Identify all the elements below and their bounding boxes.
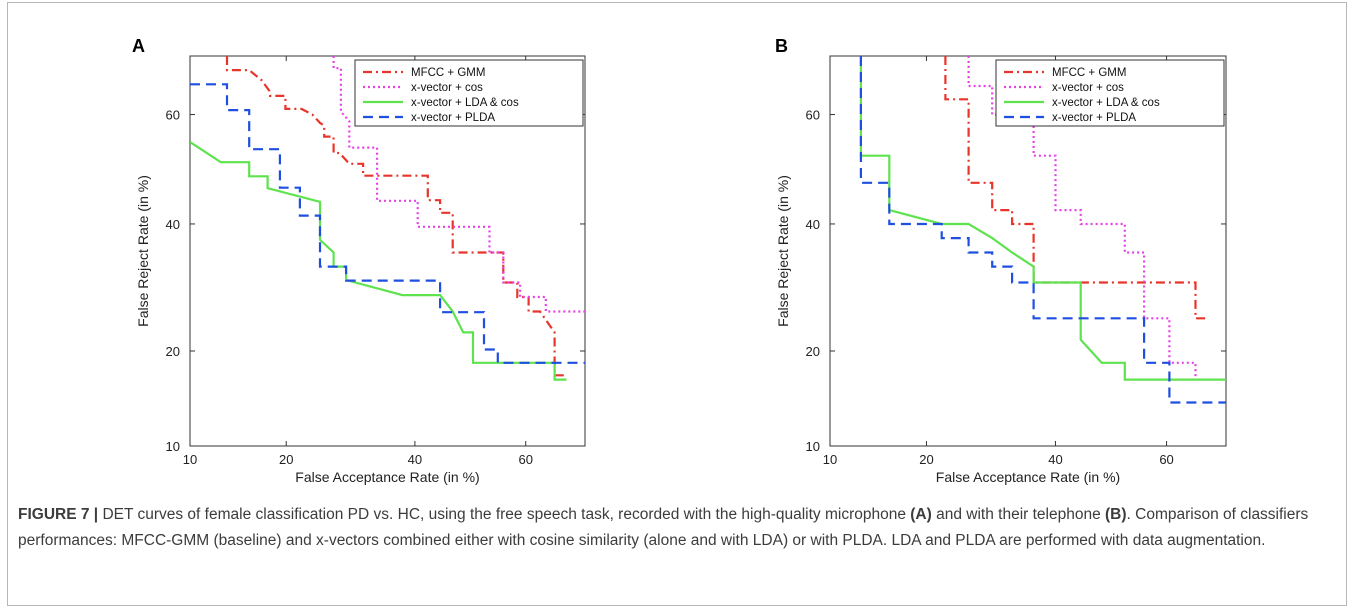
caption-label: FIGURE 7 | — [18, 506, 99, 523]
y-tick-label: 20 — [806, 344, 820, 359]
x-tick-label: 20 — [279, 452, 293, 467]
x-tick-label: 20 — [919, 452, 933, 467]
panel-a: A 10 20 40 60 10 20 40 60 False Acceptance Rate (… — [132, 36, 586, 485]
caption-segment: (B) — [1105, 506, 1127, 523]
y-tick-label: 20 — [166, 344, 180, 359]
x-tick-label: 40 — [1048, 452, 1062, 467]
caption-segment: DET curves of female classification PD v… — [98, 506, 911, 523]
x-axis-label: False Acceptance Rate (in %) — [295, 469, 479, 485]
series-line-2 — [859, 56, 1226, 381]
y-tick-label: 60 — [166, 108, 180, 123]
caption-segment: and with their telephone — [931, 506, 1105, 523]
series-line-0 — [944, 56, 1208, 320]
y-tick-label: 10 — [166, 439, 180, 454]
panel-letter: A — [132, 36, 145, 56]
x-tick-label: 60 — [1159, 452, 1173, 467]
x-tick-label: 60 — [518, 452, 532, 467]
panel-b: B 10 20 40 60 10 20 40 60 False Acceptance Rate (… — [775, 36, 1227, 485]
legend-entry: x-vector + cos — [1052, 82, 1124, 94]
legend-box — [354, 59, 584, 127]
x-tick-label: 40 — [408, 452, 422, 467]
figure-panels: A 10 20 40 60 10 20 40 60 False Acceptance Rate (… — [132, 36, 1227, 485]
legend: MFCC + GMM x-vector + cos x-vector + LDA &… — [354, 59, 584, 127]
legend-entry: x-vector + PLDA — [411, 112, 495, 124]
y-axis-label: False Reject Rate (in %) — [775, 175, 791, 327]
legend-entry: x-vector + cos — [411, 82, 483, 94]
x-axis-label: False Acceptance Rate (in %) — [936, 469, 1120, 485]
series-line-3 — [859, 56, 1226, 404]
caption-segment: . Comparison of classifiers performances… — [18, 506, 1309, 549]
legend-entry: x-vector + LDA & cos — [1052, 97, 1160, 109]
legend-box — [995, 59, 1225, 127]
series-line-0 — [225, 56, 567, 377]
y-tick-label: 60 — [806, 108, 820, 123]
panel-letter: B — [775, 36, 788, 56]
series-line-1 — [967, 56, 1197, 380]
y-tick-label: 40 — [806, 217, 820, 232]
legend-entry: x-vector + PLDA — [1052, 112, 1136, 124]
legend: MFCC + GMM x-vector + cos x-vector + LDA &… — [995, 59, 1225, 127]
caption-segment: (A) — [910, 506, 932, 523]
legend-entry: x-vector + LDA & cos — [411, 97, 519, 109]
y-tick-label: 40 — [166, 217, 180, 232]
series-group — [859, 56, 1226, 404]
y-tick-label: 10 — [806, 439, 820, 454]
series-group — [190, 56, 585, 381]
series-line-3 — [190, 83, 585, 364]
figure-caption: FIGURE 7 | DET curves of female classifi… — [18, 502, 1338, 554]
x-tick-label: 10 — [823, 452, 837, 467]
legend-entry: MFCC + GMM — [1052, 67, 1126, 79]
x-tick-label: 10 — [183, 452, 197, 467]
caption-body: DET curves of female classification PD v… — [18, 506, 1308, 549]
y-axis-label: False Reject Rate (in %) — [135, 175, 151, 327]
legend-entry: MFCC + GMM — [411, 67, 485, 79]
